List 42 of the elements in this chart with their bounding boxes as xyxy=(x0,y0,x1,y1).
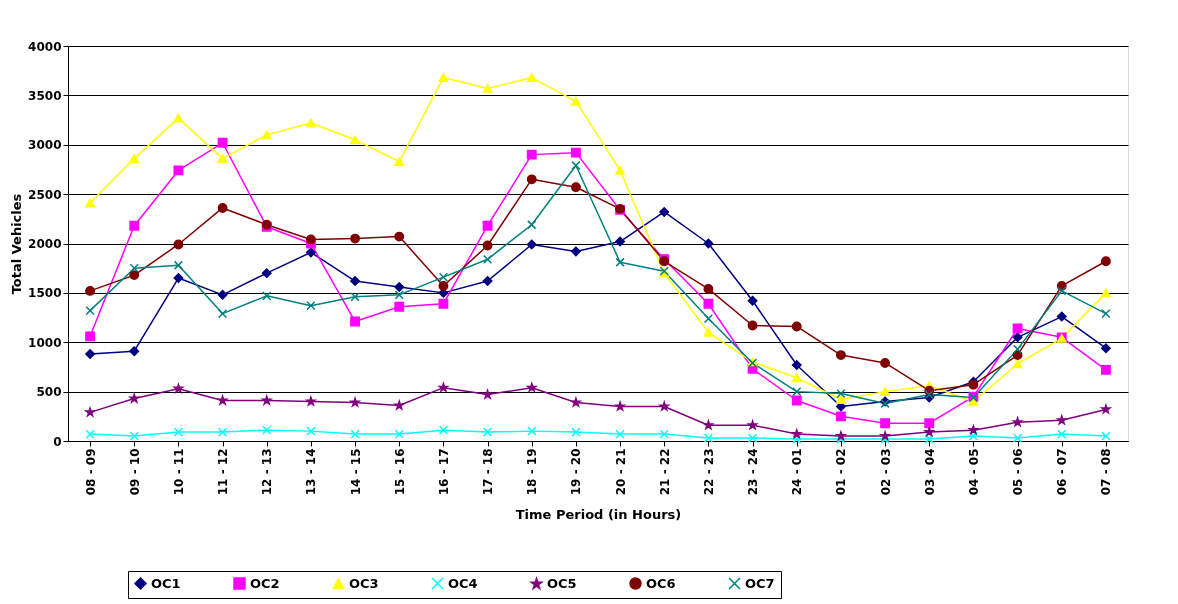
x-tick-label: 11 - 12 xyxy=(216,448,231,496)
y-tick-label: 4000 xyxy=(28,39,62,54)
legend-label: OC3 xyxy=(349,575,379,591)
x-axis-title: Time Period (in Hours) xyxy=(515,507,682,523)
x-tick-label: 20 - 21 xyxy=(613,448,628,496)
x-tick-label: 01 - 02 xyxy=(834,448,849,496)
x-tick-label: 05 - 06 xyxy=(1011,448,1026,496)
y-axis-title: Total Vehicles xyxy=(9,193,25,295)
x-tick-label: 06 - 07 xyxy=(1055,448,1070,496)
x-tick-label: 10 - 11 xyxy=(171,448,186,496)
x-tick-label: 09 - 10 xyxy=(127,448,142,496)
x-tick-label: 04 - 05 xyxy=(966,448,981,496)
x-tick-label: 02 - 03 xyxy=(878,448,893,496)
x-tick-label: 23 - 24 xyxy=(746,448,761,496)
x-tick-label: 24 - 01 xyxy=(790,448,805,496)
legend-label: OC7 xyxy=(745,575,775,591)
y-tick-label: 0 xyxy=(53,434,62,449)
legend-label: OC6 xyxy=(646,575,676,591)
y-tick-label: 3500 xyxy=(28,88,62,103)
x-tick-label: 21 - 22 xyxy=(657,448,672,496)
legend-label: OC2 xyxy=(250,575,280,591)
legend-label: OC5 xyxy=(547,576,577,592)
x-tick-label: 17 - 18 xyxy=(481,448,496,496)
x-tick-label: 12 - 13 xyxy=(260,448,275,496)
x-tick-label: 15 - 16 xyxy=(392,448,407,496)
y-tick-label: 1500 xyxy=(28,286,62,301)
x-tick-label: 22 - 23 xyxy=(701,448,716,496)
x-tick-label: 16 - 17 xyxy=(436,448,451,496)
y-tick-label: 500 xyxy=(36,385,62,400)
y-tick-label: 2500 xyxy=(28,187,62,202)
x-tick-label: 07 - 08 xyxy=(1099,448,1114,496)
y-tick-label: 3000 xyxy=(28,138,62,153)
x-tick-label: 03 - 04 xyxy=(922,448,937,496)
x-tick-label: 14 - 15 xyxy=(348,448,363,496)
x-tick-label: 08 - 09 xyxy=(83,448,98,496)
y-tick-label: 1000 xyxy=(28,335,62,350)
legend-label: OC1 xyxy=(151,575,181,591)
x-tick-label: 19 - 20 xyxy=(569,448,584,496)
x-tick-label: 13 - 14 xyxy=(304,448,319,496)
legend-label: OC4 xyxy=(448,575,478,591)
y-tick-label: 2000 xyxy=(28,237,62,251)
x-tick-label: 18 - 19 xyxy=(525,448,540,496)
